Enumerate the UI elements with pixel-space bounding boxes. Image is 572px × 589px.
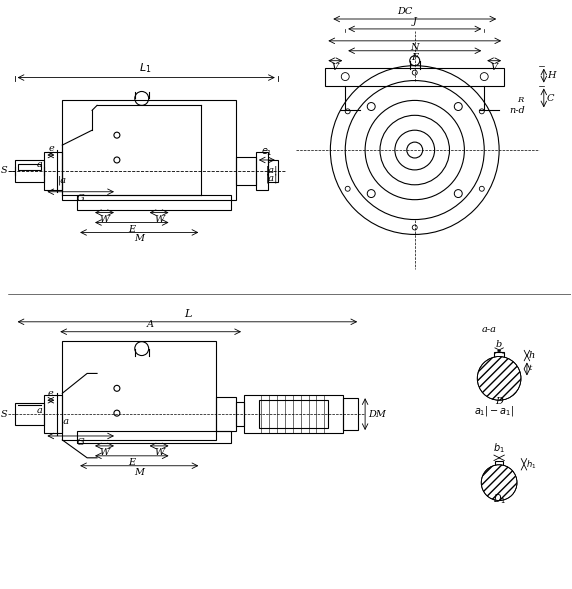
Text: G: G [76, 194, 84, 203]
Text: b: b [496, 340, 502, 349]
Bar [259, 401, 328, 428]
Bar [495, 461, 503, 468]
Bar [343, 398, 358, 430]
Bar [216, 397, 236, 431]
Bar [256, 152, 268, 190]
Text: $L_1$: $L_1$ [140, 61, 152, 75]
Text: G: G [76, 438, 84, 447]
Bar [244, 395, 343, 433]
Text: $b_1$: $b_1$ [493, 441, 505, 455]
Bar [45, 395, 62, 433]
Text: R: R [517, 97, 523, 104]
Text: L: L [184, 309, 191, 319]
Text: |a|: |a| [266, 165, 278, 175]
Bar [494, 352, 504, 359]
Text: a-a: a-a [482, 325, 496, 334]
Text: F: F [411, 53, 418, 62]
Text: e: e [47, 389, 53, 398]
Text: J: J [413, 17, 416, 26]
Text: a: a [37, 160, 42, 170]
Bar [77, 431, 231, 443]
Bar [62, 340, 216, 440]
Bar [268, 160, 278, 182]
Text: W: W [99, 214, 109, 224]
Text: W: W [99, 448, 109, 457]
Text: E: E [128, 224, 136, 233]
Text: N: N [411, 43, 419, 52]
Text: t: t [529, 365, 533, 372]
Text: M: M [134, 234, 144, 243]
Text: $e_1$: $e_1$ [261, 146, 273, 158]
Text: W: W [154, 214, 165, 224]
Bar [236, 402, 244, 426]
Text: |a: |a [60, 416, 69, 426]
Bar [62, 100, 236, 200]
Text: $h_1$: $h_1$ [526, 458, 537, 471]
Text: a: a [37, 406, 42, 415]
Bar [236, 157, 256, 185]
Bar [15, 403, 45, 425]
Bar [45, 152, 62, 190]
Text: M: M [134, 468, 144, 477]
Text: C: C [547, 94, 554, 103]
Text: n-d: n-d [509, 106, 525, 115]
Bar [18, 164, 41, 170]
Text: S: S [1, 167, 7, 176]
Text: H: H [547, 71, 555, 80]
Bar [77, 195, 231, 210]
Bar [325, 68, 504, 85]
Text: V: V [332, 62, 339, 72]
Text: V: V [491, 62, 498, 72]
Bar [15, 160, 45, 182]
Text: E: E [128, 458, 136, 467]
Text: W: W [154, 448, 165, 457]
Circle shape [481, 465, 517, 501]
Text: DC: DC [397, 7, 412, 16]
Text: $D_1$: $D_1$ [492, 492, 506, 507]
Text: A: A [147, 320, 154, 329]
Text: |a|: |a| [266, 173, 278, 183]
Text: e: e [49, 144, 54, 153]
Text: DM: DM [368, 409, 386, 419]
Text: D: D [495, 397, 503, 406]
Text: $a_1|-a_1|$: $a_1|-a_1|$ [474, 404, 514, 418]
Circle shape [477, 356, 521, 401]
Text: S: S [1, 409, 7, 419]
Text: h: h [529, 351, 535, 360]
Text: |a: |a [57, 175, 66, 184]
